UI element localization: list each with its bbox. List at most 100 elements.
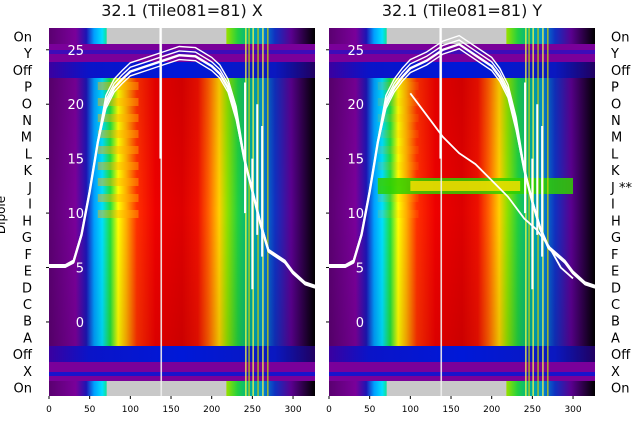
x-tick-label: 250 [244, 405, 261, 415]
dipole-label: C [23, 298, 32, 313]
dipole-label: A [611, 331, 620, 346]
y-tick-label: 20 [347, 98, 364, 113]
off-band-top [49, 62, 315, 78]
dipole-label: Y [610, 47, 619, 62]
dipole-label: B [23, 315, 32, 330]
x-tick-label: 300 [284, 405, 301, 415]
dipole-label: L [611, 147, 619, 162]
x-tick-label: 200 [203, 405, 220, 415]
x-row-blue [49, 372, 315, 376]
y-tick-label: 0 [76, 316, 84, 331]
y-axis-label: Dipole [0, 196, 8, 234]
row-stripe [377, 98, 419, 106]
off-band-bottom [329, 346, 595, 362]
y-tick-label: 25 [67, 44, 84, 59]
rfi-line [440, 28, 443, 396]
row-stripe [97, 82, 139, 90]
row-stripe [377, 210, 419, 218]
panel-title: 32.1 (Tile081=81) X [101, 1, 263, 20]
dipole-label: H [22, 214, 32, 229]
row-stripe [97, 162, 139, 170]
row-stripe [97, 98, 139, 106]
dipole-label: J [27, 181, 32, 196]
x-tick-label: 150 [162, 405, 179, 415]
x-tick-label: 0 [46, 405, 52, 415]
dipole-label: Off [611, 64, 631, 79]
x-row [49, 362, 315, 381]
x-tick-label: 0 [326, 405, 332, 415]
row-stripe [377, 114, 419, 122]
dipole-label: Off [13, 64, 33, 79]
dipole-label: I [611, 198, 615, 213]
x-tick-label: 150 [442, 405, 459, 415]
dipole-label: M [611, 131, 622, 146]
y-tick-label: 15 [347, 153, 364, 168]
dipole-label: G [22, 231, 32, 246]
dipole-label: N [611, 114, 621, 129]
row-stripe [97, 210, 139, 218]
dipole-label: K [23, 164, 32, 179]
row-stripe [97, 194, 139, 202]
dipole-label: O [611, 97, 621, 112]
dipole-label: C [611, 298, 620, 313]
off-band-top [329, 62, 595, 78]
rfi-line [547, 28, 549, 396]
row-stripe [97, 130, 139, 138]
row-stripe [97, 114, 139, 122]
dipole-label: D [611, 281, 621, 296]
dipole-label: F [25, 248, 32, 263]
bandpass-curve [49, 45, 315, 287]
heatmap-shade [329, 78, 595, 346]
on-row-gray-1 [106, 381, 227, 396]
y-tick-label: 25 [347, 44, 364, 59]
dipole-label: Off [13, 348, 33, 363]
dipole-label: D [22, 281, 32, 296]
dipole-label: N [22, 114, 32, 129]
x-row [329, 362, 595, 381]
dipole-label: E [24, 265, 32, 280]
row-stripe [377, 162, 419, 170]
y-row-blue [329, 50, 595, 54]
y-tick-label: 0 [356, 316, 364, 331]
dipole-label: Y [23, 47, 32, 62]
dipole-label: E [611, 265, 619, 280]
row-stripe [377, 146, 419, 154]
heatmap-shade [49, 78, 315, 346]
dipole-label: X [23, 365, 32, 380]
off-band-bottom [49, 346, 315, 362]
y-tick-label: 10 [67, 207, 84, 222]
y-tick-label: 15 [67, 153, 84, 168]
on-row-gray-0 [386, 28, 507, 44]
row-stripe [377, 194, 419, 202]
x-tick-label: 200 [483, 405, 500, 415]
dipole-label: P [611, 81, 619, 96]
dipole-label: On [611, 382, 629, 397]
panel-title: 32.1 (Tile081=81) Y [382, 1, 543, 20]
j-row-anomaly-core [410, 181, 521, 191]
x-tick-label: 50 [84, 405, 96, 415]
rfi-line [528, 28, 530, 396]
dipole-label: J ** [610, 181, 632, 196]
dipole-label: F [611, 248, 618, 263]
y-tick-label: 20 [67, 98, 84, 113]
row-stripe [97, 178, 139, 186]
x-tick-label: 100 [402, 405, 419, 415]
y-tick-label: 5 [76, 262, 84, 277]
rfi-line [248, 28, 250, 396]
x-tick-label: 250 [524, 405, 541, 415]
dipole-label: P [24, 81, 32, 96]
dipole-label: I [28, 198, 32, 213]
dipole-label: L [25, 147, 33, 162]
dipole-label: Off [611, 348, 631, 363]
y-row-blue [49, 50, 315, 54]
row-stripe [97, 146, 139, 154]
dipole-label: On [14, 30, 32, 45]
rfi-line [160, 28, 163, 396]
x-row-blue [329, 372, 595, 376]
dipole-label: On [611, 30, 629, 45]
